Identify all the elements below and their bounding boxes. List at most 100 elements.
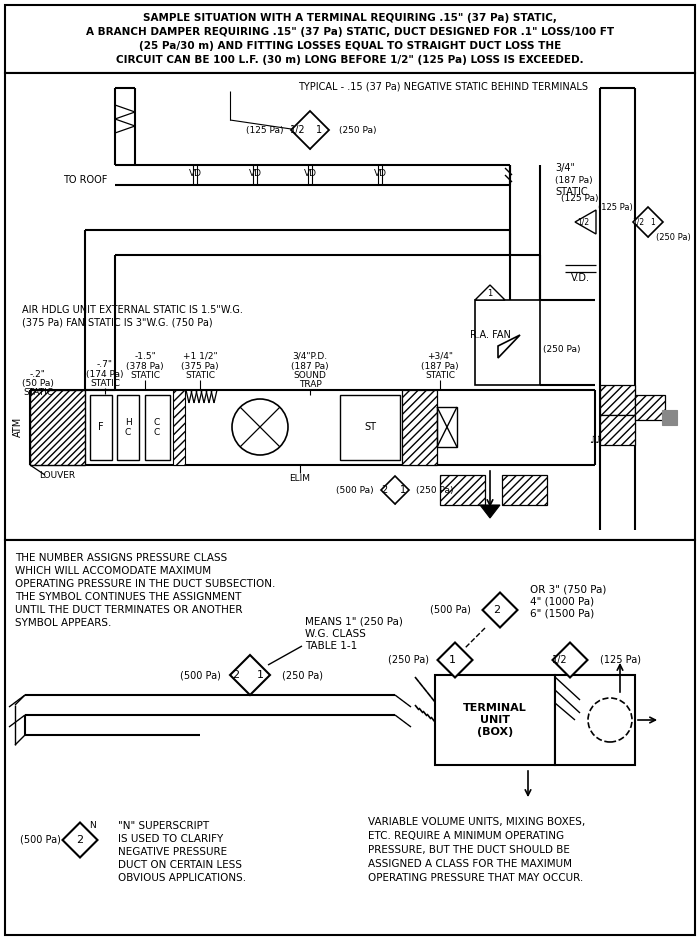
Text: -.2": -.2"	[30, 370, 46, 378]
Text: UNIT: UNIT	[480, 715, 510, 725]
Text: TO ROOF: TO ROOF	[63, 175, 107, 185]
Polygon shape	[438, 643, 472, 678]
Text: TYPICAL - .15 (37 Pa) NEGATIVE STATIC BEHIND TERMINALS: TYPICAL - .15 (37 Pa) NEGATIVE STATIC BE…	[298, 81, 588, 91]
Text: 1/2: 1/2	[290, 125, 306, 135]
Polygon shape	[633, 207, 663, 237]
Text: STATIC: STATIC	[130, 371, 160, 379]
Text: OPERATING PRESSURE IN THE DUCT SUBSECTION.: OPERATING PRESSURE IN THE DUCT SUBSECTIO…	[15, 579, 275, 589]
Polygon shape	[291, 111, 329, 149]
Polygon shape	[475, 285, 505, 300]
Bar	[117, 395, 139, 460]
Text: CIRCUIT CAN BE 100 L.F. (30 m) LONG BEFORE 1/2" (125 Pa) LOSS IS EXCEEDED.: CIRCUIT CAN BE 100 L.F. (30 m) LONG BEFO…	[116, 55, 584, 65]
Text: (250 Pa): (250 Pa)	[543, 344, 580, 354]
Text: WHICH WILL ACCOMODATE MAXIMUM: WHICH WILL ACCOMODATE MAXIMUM	[15, 566, 211, 576]
Bar	[437, 407, 457, 447]
Polygon shape	[230, 655, 270, 695]
Polygon shape	[498, 335, 520, 358]
Text: ETC. REQUIRE A MINIMUM OPERATING: ETC. REQUIRE A MINIMUM OPERATING	[368, 831, 564, 841]
Text: (125 Pa): (125 Pa)	[246, 125, 284, 135]
Polygon shape	[62, 822, 97, 857]
Text: +3/4": +3/4"	[427, 352, 453, 360]
Text: (50 Pa): (50 Pa)	[22, 378, 54, 388]
Text: (125 Pa): (125 Pa)	[599, 655, 640, 665]
Text: 4" (1000 Pa): 4" (1000 Pa)	[530, 597, 594, 607]
Text: 3/4"P.D.: 3/4"P.D.	[293, 352, 328, 360]
Bar	[600, 415, 635, 445]
Text: (187 Pa): (187 Pa)	[291, 361, 329, 371]
Polygon shape	[482, 593, 517, 628]
Text: C: C	[125, 427, 131, 437]
Text: ASSIGNED A CLASS FOR THE MAXIMUM: ASSIGNED A CLASS FOR THE MAXIMUM	[368, 859, 572, 869]
Text: 1: 1	[256, 670, 263, 680]
Text: 3/4": 3/4"	[555, 163, 575, 173]
Bar	[5, 5, 695, 73]
Text: -.7": -.7"	[97, 359, 113, 369]
Text: 2: 2	[232, 670, 239, 680]
Bar	[145, 395, 170, 460]
Text: 1/2: 1/2	[577, 217, 589, 227]
Text: 2: 2	[76, 835, 83, 845]
Text: TRAP: TRAP	[299, 379, 321, 389]
Text: R.A. FAN: R.A. FAN	[470, 330, 510, 340]
Text: 2: 2	[381, 485, 387, 495]
Bar	[662, 410, 677, 425]
Text: VARIABLE VOLUME UNITS, MIXING BOXES,: VARIABLE VOLUME UNITS, MIXING BOXES,	[368, 817, 585, 827]
Polygon shape	[381, 476, 409, 504]
Text: 1: 1	[316, 125, 322, 135]
Text: 1: 1	[487, 289, 493, 297]
Text: (250 Pa): (250 Pa)	[340, 125, 377, 135]
Text: 1/2: 1/2	[632, 217, 644, 227]
Polygon shape	[480, 505, 500, 518]
Text: VD: VD	[188, 168, 202, 178]
Text: LOUVER: LOUVER	[39, 470, 75, 480]
Text: "N" SUPERSCRIPT: "N" SUPERSCRIPT	[118, 821, 209, 831]
Bar	[475, 300, 540, 385]
Bar	[90, 395, 112, 460]
Text: (187 Pa): (187 Pa)	[555, 176, 593, 184]
Text: +1 1/2": +1 1/2"	[183, 352, 217, 360]
Text: OPERATING PRESSURE THAT MAY OCCUR.: OPERATING PRESSURE THAT MAY OCCUR.	[368, 873, 583, 883]
Text: VD: VD	[248, 168, 262, 178]
Text: MEANS 1" (250 Pa): MEANS 1" (250 Pa)	[305, 617, 403, 627]
Text: V.D.: V.D.	[570, 273, 589, 283]
Text: ST: ST	[364, 422, 376, 432]
Text: (375 Pa): (375 Pa)	[181, 361, 219, 371]
Bar	[5, 540, 695, 935]
Text: 6" (1500 Pa): 6" (1500 Pa)	[530, 609, 594, 619]
Bar	[340, 395, 400, 460]
Text: THE SYMBOL CONTINUES THE ASSIGNMENT: THE SYMBOL CONTINUES THE ASSIGNMENT	[15, 592, 241, 602]
Text: SYMBOL APPEARS.: SYMBOL APPEARS.	[15, 618, 111, 628]
Text: C: C	[154, 427, 160, 437]
Text: W.G. CLASS: W.G. CLASS	[305, 629, 366, 639]
Text: (500 Pa): (500 Pa)	[180, 670, 220, 680]
Text: (125 Pa): (125 Pa)	[561, 194, 598, 202]
Text: THE NUMBER ASSIGNS PRESSURE CLASS: THE NUMBER ASSIGNS PRESSURE CLASS	[15, 553, 227, 563]
Text: (25 Pa/30 m) AND FITTING LOSSES EQUAL TO STRAIGHT DUCT LOSS THE: (25 Pa/30 m) AND FITTING LOSSES EQUAL TO…	[139, 41, 561, 51]
Bar	[435, 675, 555, 765]
Text: C: C	[154, 418, 160, 426]
Text: STATIC: STATIC	[425, 371, 455, 379]
Bar	[440, 475, 485, 505]
Text: STATIC: STATIC	[90, 378, 120, 388]
Text: VD: VD	[304, 168, 316, 178]
Text: (378 Pa): (378 Pa)	[126, 361, 164, 371]
Text: (BOX): (BOX)	[477, 727, 513, 737]
Text: 1: 1	[449, 655, 456, 665]
Text: (500 Pa): (500 Pa)	[430, 605, 470, 615]
Text: (500 Pa): (500 Pa)	[336, 486, 374, 495]
Bar	[30, 390, 85, 465]
Bar	[173, 390, 185, 465]
Bar	[600, 385, 635, 415]
Text: ♪♪: ♪♪	[589, 435, 601, 445]
Text: DUCT ON CERTAIN LESS: DUCT ON CERTAIN LESS	[118, 860, 242, 870]
Text: OR 3" (750 Pa): OR 3" (750 Pa)	[530, 585, 606, 595]
Text: IS USED TO CLARIFY: IS USED TO CLARIFY	[118, 834, 223, 844]
Text: 2: 2	[494, 605, 500, 615]
Text: ELIM: ELIM	[290, 473, 311, 483]
Text: STATIC: STATIC	[23, 388, 53, 396]
Text: TABLE 1-1: TABLE 1-1	[305, 641, 357, 651]
Text: STATIC: STATIC	[555, 187, 587, 197]
Text: 1/2: 1/2	[552, 655, 568, 665]
Text: SAMPLE SITUATION WITH A TERMINAL REQUIRING .15" (37 Pa) STATIC,: SAMPLE SITUATION WITH A TERMINAL REQUIRI…	[143, 13, 557, 23]
Bar	[5, 73, 695, 540]
